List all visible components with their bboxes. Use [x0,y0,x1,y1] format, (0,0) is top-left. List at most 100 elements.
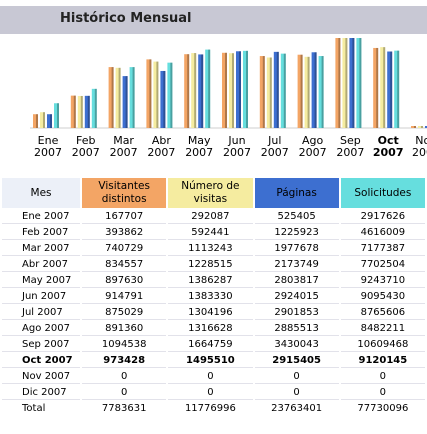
table-row: Ago 2007 891360 1316628 2885513 8482211 [2,322,425,336]
bar-visitors [108,67,114,128]
cell-requests: 0 [340,386,425,400]
x-axis-year: 2007 [147,146,176,159]
cell-mes: Jun 2007 [2,290,81,304]
cell-requests: 9095430 [340,290,425,304]
x-axis-month: Oct [377,134,399,147]
bar-visits [191,53,197,128]
cell-pages: 1225923 [254,226,339,240]
cell-visitors: 740729 [82,242,167,256]
bar-shade [345,38,348,128]
bar-shade [194,53,197,128]
x-axis-year: 2007 [185,146,214,159]
x-axis-year: 2007 [260,146,289,159]
x-axis-month: May [187,134,211,147]
bar-shade [87,95,90,128]
bar-shade [156,61,159,129]
bar-requests [129,67,135,128]
bar-visitors [335,38,341,128]
bar-shade [125,76,128,128]
bar-pages [198,54,204,128]
x-axis-month: Sep [340,134,361,147]
bar-shade [94,88,97,128]
x-axis-label: Sep 2007 [330,135,370,159]
column-header-pages: Páginas [254,178,339,208]
cell-visitors: 834557 [82,258,167,272]
bar-visits [153,61,159,129]
bar-shade [36,114,38,128]
cell-mes: May 2007 [2,274,81,288]
cell-mes: Abr 2007 [2,258,81,272]
bar-shade [111,67,114,128]
bar-shade [269,57,272,128]
monthly-stats-table: Mes Visitantes distintos Número de visit… [0,176,427,417]
bar-visitors [373,47,379,128]
bar-pages [387,51,393,129]
x-axis-label: Feb 2007 [66,135,106,159]
cell-pages: 2915405 [254,354,339,368]
x-axis-month: Jun [228,134,246,147]
title-bar: Histórico Mensual [0,6,427,34]
x-axis-label: Jul 2007 [255,135,295,159]
bar-visits [40,112,45,128]
x-axis-label: Jun 2007 [217,135,257,159]
x-axis-year: 2007 [372,146,404,159]
x-axis-year: 2007 [298,146,327,159]
cell-visits: 11776996 [184,403,236,414]
cell-requests: 10609468 [340,338,425,352]
cell-pages: 23763401 [271,403,323,414]
bar-shade [239,51,241,128]
column-header-mes: Mes [2,178,81,208]
cell-requests: 0 [340,370,425,384]
table-row: Dic 2007 0 0 0 0 [2,386,425,400]
x-axis-year: 2007 [71,146,100,159]
table-header-row: Mes Visitantes distintos Número de visit… [2,178,425,208]
bar-shade [57,103,59,128]
bar-shade [50,114,52,128]
x-axis-label: Oct 2007 [368,135,408,159]
bar-visits [418,126,423,128]
bar-shade [300,54,303,128]
cell-pages: 2901853 [254,306,339,320]
table-row: Mar 2007 740729 1113243 1977678 7177387 [2,242,425,256]
cell-requests: 7177387 [340,242,425,256]
x-axis-year: 2007 [412,146,427,159]
x-axis-month: Ene [37,134,59,147]
cell-visits: 1386287 [168,274,253,288]
bar-requests [394,50,400,128]
cell-pages: 0 [254,370,339,384]
x-axis-label: Ago 2007 [293,135,333,159]
bar-requests [167,62,173,128]
bar-shade [225,52,227,128]
bar-pages [236,51,241,128]
bar-shade [321,56,324,128]
cell-visits: 0 [168,386,253,400]
bar-visits [304,56,310,128]
bar-shade [73,95,76,128]
bar-shade [43,112,45,128]
column-header-visits: Número de visitas [168,178,253,208]
bar-visitors [411,126,416,128]
x-axis-month: Feb [76,134,96,147]
bar-requests [205,49,211,128]
cell-visitors: 891360 [82,322,167,336]
bar-shade [352,38,355,128]
cell-visits: 0 [168,370,253,384]
bar-visits [115,67,121,128]
table-row: May 2007 897630 1386287 2803817 9243710 [2,274,425,288]
column-header-visitors: Visitantes distintos [82,178,167,208]
monthly-bar-chart [30,38,427,129]
cell-mes: Sep 2007 [2,338,81,352]
cell-visits: 1304196 [168,306,253,320]
x-axis-month: Mar [113,134,134,147]
bar-shade [414,126,416,128]
table-row: Sep 2007 1094538 1664759 3430043 10609468 [2,338,425,352]
bar-visitors [222,52,227,128]
cell-visits: 1383330 [168,290,253,304]
cell-visitors: 7783631 [101,403,147,414]
bar-shade [132,67,135,128]
cell-pages: 0 [254,386,339,400]
bar-shade [421,126,423,128]
bar-shade [170,62,173,128]
x-axis-year: 2007 [223,146,251,159]
bar-pages [273,51,279,128]
